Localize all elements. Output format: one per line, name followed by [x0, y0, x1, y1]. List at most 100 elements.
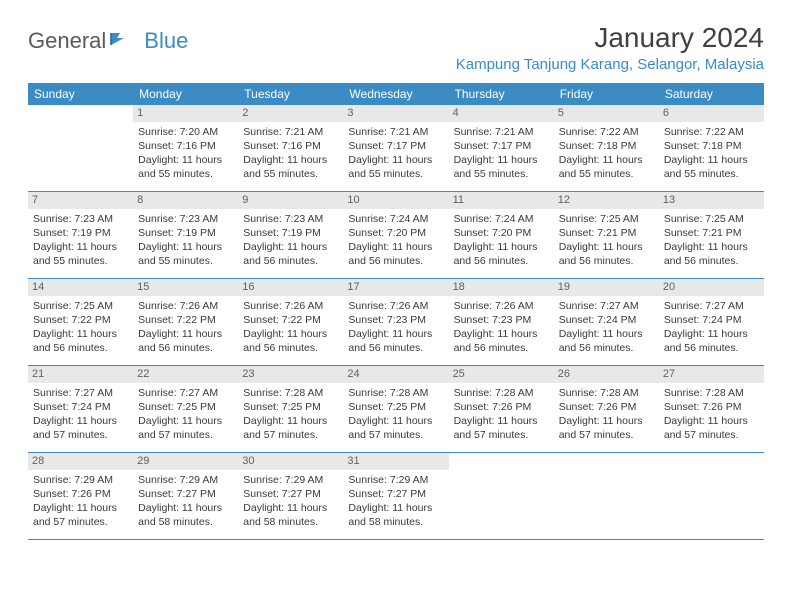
sunrise-text: Sunrise: 7:27 AM — [559, 299, 654, 313]
day1-text: Daylight: 11 hours — [138, 240, 233, 254]
day2-text: and 56 minutes. — [559, 341, 654, 355]
day-number: 9 — [238, 192, 343, 209]
day-number: 25 — [449, 366, 554, 383]
week-row: 28Sunrise: 7:29 AMSunset: 7:26 PMDayligh… — [28, 453, 764, 540]
day2-text: and 57 minutes. — [243, 428, 338, 442]
calendar-cell — [28, 105, 133, 191]
day-header: Thursday — [449, 83, 554, 105]
day1-text: Daylight: 11 hours — [33, 240, 128, 254]
day2-text: and 58 minutes. — [243, 515, 338, 529]
day-number: 22 — [133, 366, 238, 383]
sunrise-text: Sunrise: 7:21 AM — [348, 125, 443, 139]
day-number: 18 — [449, 279, 554, 296]
day-number: 29 — [133, 453, 238, 470]
calendar: SundayMondayTuesdayWednesdayThursdayFrid… — [28, 83, 764, 540]
day-number: 10 — [343, 192, 448, 209]
day1-text: Daylight: 11 hours — [559, 414, 654, 428]
calendar-cell: 18Sunrise: 7:26 AMSunset: 7:23 PMDayligh… — [449, 279, 554, 365]
day-header: Saturday — [659, 83, 764, 105]
calendar-cell: 11Sunrise: 7:24 AMSunset: 7:20 PMDayligh… — [449, 192, 554, 278]
calendar-cell: 20Sunrise: 7:27 AMSunset: 7:24 PMDayligh… — [659, 279, 764, 365]
sunset-text: Sunset: 7:18 PM — [664, 139, 759, 153]
day1-text: Daylight: 11 hours — [454, 153, 549, 167]
day-number: 20 — [659, 279, 764, 296]
day-number: 23 — [238, 366, 343, 383]
sunrise-text: Sunrise: 7:29 AM — [33, 473, 128, 487]
sunset-text: Sunset: 7:22 PM — [243, 313, 338, 327]
day-number: 12 — [554, 192, 659, 209]
sunset-text: Sunset: 7:17 PM — [454, 139, 549, 153]
calendar-cell: 22 Sunrise: 7:27 AMSunset: 7:25 PMDayligh… — [133, 366, 238, 452]
day1-text: Daylight: 11 hours — [138, 414, 233, 428]
sunrise-text: Sunrise: 7:24 AM — [454, 212, 549, 226]
sunset-text: Sunset: 7:25 PM — [243, 400, 338, 414]
day-number: 19 — [554, 279, 659, 296]
sunrise-text: Sunrise: 7:27 AM — [138, 386, 233, 400]
sunrise-text: Sunrise: 7:28 AM — [454, 386, 549, 400]
day2-text: and 56 minutes. — [243, 254, 338, 268]
weeks-container: 1Sunrise: 7:20 AMSunset: 7:16 PMDaylight… — [28, 105, 764, 540]
day2-text: and 55 minutes. — [348, 167, 443, 181]
day-header: Friday — [554, 83, 659, 105]
sunset-text: Sunset: 7:25 PM — [138, 400, 233, 414]
month-title: January 2024 — [456, 22, 764, 54]
day1-text: Daylight: 11 hours — [33, 327, 128, 341]
calendar-cell: 25Sunrise: 7:28 AMSunset: 7:26 PMDayligh… — [449, 366, 554, 452]
day-number: 6 — [659, 105, 764, 122]
day1-text: Daylight: 11 hours — [138, 327, 233, 341]
day1-text: Daylight: 11 hours — [33, 501, 128, 515]
sunrise-text: Sunrise: 7:26 AM — [243, 299, 338, 313]
day2-text: and 58 minutes. — [138, 515, 233, 529]
day-number: 28 — [28, 453, 133, 470]
sunset-text: Sunset: 7:19 PM — [138, 226, 233, 240]
sunrise-text: Sunrise: 7:27 AM — [33, 386, 128, 400]
week-row: 21Sunrise: 7:27 AMSunset: 7:24 PMDayligh… — [28, 366, 764, 453]
day2-text: and 55 minutes. — [138, 254, 233, 268]
day2-text: and 56 minutes. — [664, 341, 759, 355]
location-text: Kampung Tanjung Karang, Selangor, Malays… — [456, 56, 764, 73]
calendar-cell: 24Sunrise: 7:28 AMSunset: 7:25 PMDayligh… — [343, 366, 448, 452]
calendar-cell: 3Sunrise: 7:21 AMSunset: 7:17 PMDaylight… — [343, 105, 448, 191]
calendar-cell: 21Sunrise: 7:27 AMSunset: 7:24 PMDayligh… — [28, 366, 133, 452]
calendar-cell: 27Sunrise: 7:28 AMSunset: 7:26 PMDayligh… — [659, 366, 764, 452]
calendar-cell: 15Sunrise: 7:26 AMSunset: 7:22 PMDayligh… — [133, 279, 238, 365]
sunset-text: Sunset: 7:22 PM — [138, 313, 233, 327]
day2-text: and 55 minutes. — [664, 167, 759, 181]
header: General Blue January 2024 Kampung Tanjun… — [28, 22, 764, 73]
sunrise-text: Sunrise: 7:20 AM — [138, 125, 233, 139]
sunset-text: Sunset: 7:19 PM — [33, 226, 128, 240]
day-number: 2 — [238, 105, 343, 122]
sunset-text: Sunset: 7:24 PM — [559, 313, 654, 327]
sunrise-text: Sunrise: 7:25 AM — [33, 299, 128, 313]
day-number: 8 — [133, 192, 238, 209]
day1-text: Daylight: 11 hours — [664, 240, 759, 254]
sunset-text: Sunset: 7:24 PM — [33, 400, 128, 414]
sunrise-text: Sunrise: 7:28 AM — [243, 386, 338, 400]
day2-text: and 57 minutes. — [348, 428, 443, 442]
sunset-text: Sunset: 7:19 PM — [243, 226, 338, 240]
sunset-text: Sunset: 7:21 PM — [559, 226, 654, 240]
day1-text: Daylight: 11 hours — [348, 501, 443, 515]
sunset-text: Sunset: 7:21 PM — [664, 226, 759, 240]
sunset-text: Sunset: 7:17 PM — [348, 139, 443, 153]
brand-logo: General Blue — [28, 28, 188, 54]
day2-text: and 57 minutes. — [33, 515, 128, 529]
day1-text: Daylight: 11 hours — [559, 153, 654, 167]
sunset-text: Sunset: 7:23 PM — [348, 313, 443, 327]
day-header: Sunday — [28, 83, 133, 105]
calendar-cell: 19Sunrise: 7:27 AMSunset: 7:24 PMDayligh… — [554, 279, 659, 365]
day2-text: and 55 minutes. — [33, 254, 128, 268]
sunset-text: Sunset: 7:22 PM — [33, 313, 128, 327]
calendar-cell: 14Sunrise: 7:25 AMSunset: 7:22 PMDayligh… — [28, 279, 133, 365]
sunset-text: Sunset: 7:26 PM — [454, 400, 549, 414]
day-header-row: SundayMondayTuesdayWednesdayThursdayFrid… — [28, 83, 764, 105]
day-number: 4 — [449, 105, 554, 122]
brand-name-gray: General — [28, 28, 106, 54]
day-header: Monday — [133, 83, 238, 105]
day2-text: and 56 minutes. — [33, 341, 128, 355]
sunrise-text: Sunrise: 7:25 AM — [664, 212, 759, 226]
day-header: Tuesday — [238, 83, 343, 105]
calendar-cell: 26Sunrise: 7:28 AMSunset: 7:26 PMDayligh… — [554, 366, 659, 452]
calendar-cell: 10Sunrise: 7:24 AMSunset: 7:20 PMDayligh… — [343, 192, 448, 278]
sunset-text: Sunset: 7:20 PM — [348, 226, 443, 240]
